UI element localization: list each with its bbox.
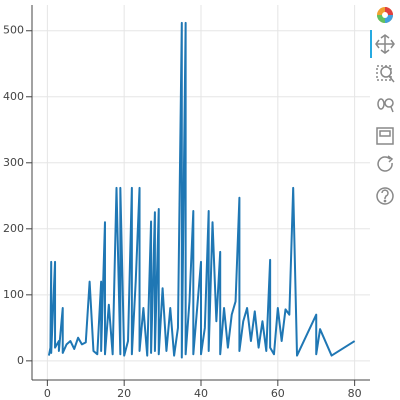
y-tick-label: 300 (3, 156, 24, 169)
data-line (47, 21, 356, 359)
wheel-zoom-tool[interactable] (377, 98, 394, 113)
y-tick-label: 0 (17, 354, 24, 367)
x-tick-label: 60 (271, 387, 285, 400)
help-tool[interactable] (376, 187, 394, 205)
y-tick-label: 500 (3, 24, 24, 37)
x-tick-label: 80 (348, 387, 362, 400)
x-tick-label: 0 (44, 387, 51, 400)
y-tick-label: 100 (3, 288, 24, 301)
x-tick-label: 40 (194, 387, 208, 400)
y-tick-label: 200 (3, 222, 24, 235)
x-tick-label: 20 (117, 387, 131, 400)
pan-tool[interactable] (375, 34, 395, 54)
y-tick-label: 400 (3, 90, 24, 103)
reset-tool[interactable] (377, 155, 394, 172)
toolbar (370, 7, 395, 205)
save-tool[interactable] (376, 127, 394, 145)
box-zoom-tool[interactable] (376, 65, 395, 83)
bokeh-logo[interactable] (377, 7, 393, 23)
